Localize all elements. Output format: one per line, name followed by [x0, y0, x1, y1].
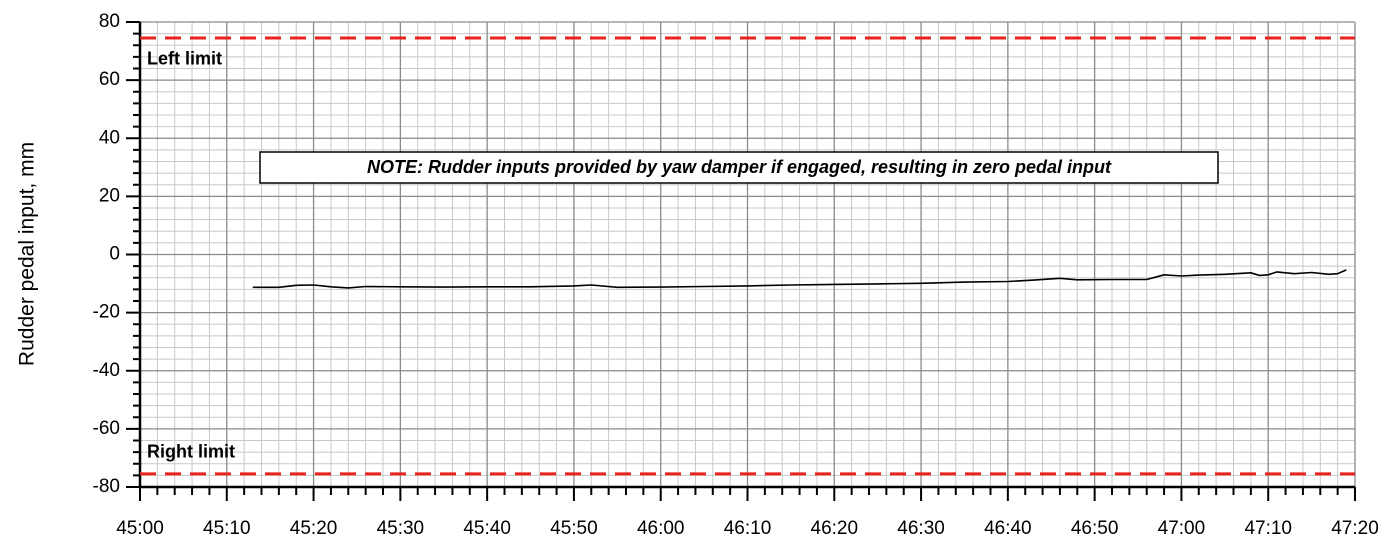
limit-label: Right limit: [147, 442, 235, 462]
x-tick-label: 46:20: [811, 518, 859, 539]
x-tick-label: 47:10: [1244, 518, 1292, 539]
x-tick-label: 47:20: [1331, 518, 1379, 539]
y-tick-label: -60: [93, 418, 120, 439]
x-tick-label: 45:20: [290, 518, 338, 539]
x-tick-label: 46:50: [1071, 518, 1119, 539]
x-tick-label: 46:30: [897, 518, 945, 539]
limit-label: Left limit: [147, 49, 222, 69]
note-box: [259, 151, 1219, 184]
x-tick-label: 46:10: [724, 518, 772, 539]
y-tick-label: -80: [93, 476, 120, 497]
y-tick-label: -40: [93, 360, 120, 381]
y-tick-label: 20: [99, 185, 120, 206]
x-tick-label: 45:50: [550, 518, 598, 539]
x-tick-label: 45:10: [203, 518, 251, 539]
x-tick-label: 46:40: [984, 518, 1032, 539]
y-tick-label: 40: [99, 127, 120, 148]
y-tick-label: 0: [109, 244, 120, 265]
x-tick-label: 45:00: [116, 518, 164, 539]
x-tick-label: 47:00: [1158, 518, 1206, 539]
note: NOTE: Rudder inputs provided by yaw damp…: [367, 157, 1112, 177]
y-tick-label: 60: [99, 69, 120, 90]
x-tick-label: 45:40: [463, 518, 511, 539]
y-tick-label: -20: [93, 302, 120, 323]
x-tick-label: 46:00: [637, 518, 685, 539]
x-tick-label: 45:30: [377, 518, 425, 539]
data-line: [252, 269, 1347, 289]
y-tick-label: 80: [99, 11, 120, 32]
y-axis-label: Rudder pedal input, mm: [16, 142, 39, 366]
